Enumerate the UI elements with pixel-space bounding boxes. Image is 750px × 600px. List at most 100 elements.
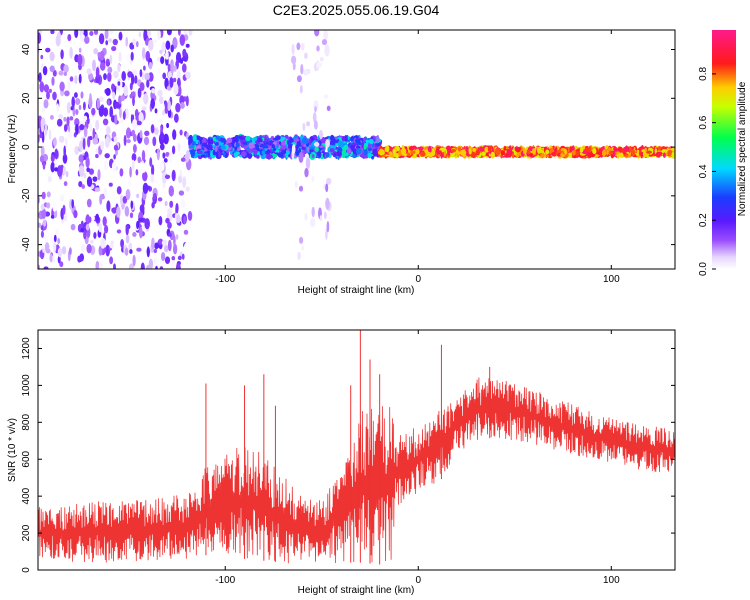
heatmap-cell (95, 260, 100, 269)
heatmap-cell (326, 177, 332, 185)
x-tick-label: 0 (415, 575, 421, 586)
heatmap-cell (206, 144, 212, 150)
heatmap-cell (38, 101, 42, 111)
heatmap-cell (172, 129, 177, 140)
heatmap-cell (180, 199, 186, 208)
heatmap-cell (178, 85, 182, 97)
heatmap-cell (82, 101, 86, 111)
heatmap-cell (38, 264, 41, 269)
heatmap-cell (151, 87, 156, 94)
heatmap-cell (141, 47, 146, 59)
heatmap-cell (153, 248, 158, 254)
heatmap-cell (149, 253, 154, 260)
heatmap-cell (155, 265, 158, 269)
spectrogram-panel: -100 0 100 -40 -20 0 20 40 Height of straight l… (7, 29, 676, 296)
heatmap-cell (43, 99, 49, 109)
heatmap-cell (313, 120, 318, 130)
colorbar-tick-label: 0.6 (698, 115, 709, 129)
heatmap-cell (66, 116, 70, 127)
heatmap-cell (85, 214, 90, 225)
heatmap-cell (168, 185, 175, 197)
heatmap-cell (309, 146, 314, 150)
heatmap-cell (119, 194, 124, 206)
heatmap-cell (51, 76, 55, 86)
heatmap-cell (515, 147, 521, 153)
heatmap-cell (96, 98, 101, 110)
heatmap-cell (44, 124, 48, 136)
heatmap-cell (77, 53, 83, 66)
heatmap-cell (181, 63, 187, 73)
heatmap-cell (304, 167, 309, 178)
heatmap-cell (277, 152, 284, 158)
heatmap-cell (63, 116, 67, 122)
heatmap-cell (122, 195, 128, 204)
heatmap-cell (50, 161, 55, 173)
heatmap-cell (41, 208, 47, 220)
heatmap-cell (136, 247, 142, 252)
heatmap-cell (190, 150, 196, 157)
heatmap-cell (95, 67, 100, 78)
heatmap-cell (42, 65, 48, 76)
heatmap-cell (415, 148, 420, 155)
heatmap-cell (210, 150, 213, 158)
heatmap-cell (173, 64, 177, 72)
colorbar-tick-label: 0.0 (698, 262, 709, 276)
heatmap-cell (67, 80, 71, 92)
chart-title: C2E3.2025.055.06.19.G04 (273, 2, 440, 18)
heatmap-cell (220, 139, 226, 143)
heatmap-cell (166, 30, 172, 36)
heatmap-cell (99, 62, 106, 71)
heatmap-cell (66, 101, 71, 114)
heatmap-cell (42, 248, 46, 253)
snr-frame (37, 329, 676, 571)
heatmap-cell (97, 169, 101, 181)
heatmap-cell (50, 236, 55, 246)
heatmap-cell (280, 144, 287, 150)
heatmap-cell (59, 81, 65, 92)
heatmap-cell (94, 187, 101, 192)
heatmap-cell (111, 46, 117, 52)
heatmap-cell (104, 136, 110, 149)
snr-line (38, 377, 675, 564)
heatmap-cell (104, 153, 110, 159)
heatmap-cell (159, 161, 165, 172)
heatmap-cell (38, 222, 42, 228)
heatmap-cell (143, 136, 150, 146)
heatmap-cell (380, 149, 385, 156)
heatmap-cell (165, 151, 170, 157)
heatmap-cell (148, 61, 153, 70)
y-tick-label: -40 (21, 237, 32, 252)
colorbar-ticks: 0.0 0.2 0.4 0.6 0.8 (698, 67, 716, 276)
heatmap-cell (69, 76, 74, 82)
heatmap-cell (78, 47, 82, 53)
heatmap-cell (106, 126, 111, 135)
heatmap-cell (100, 140, 105, 151)
heatmap-cell (631, 149, 636, 157)
heatmap-cell (95, 74, 100, 84)
heatmap-cell (159, 143, 165, 151)
heatmap-cell (551, 152, 556, 156)
heatmap-cell (388, 151, 393, 156)
heatmap-cell (311, 206, 315, 218)
heatmap-cell (121, 121, 125, 133)
heatmap-cell (56, 103, 60, 112)
heatmap-cell (79, 124, 85, 131)
heatmap-cell (323, 94, 329, 99)
heatmap-cell (78, 64, 82, 70)
heatmap-cell (253, 136, 258, 141)
heatmap-cell (92, 137, 99, 145)
heatmap-cell (176, 214, 181, 224)
heatmap-cell (111, 161, 117, 172)
heatmap-cell (392, 148, 396, 154)
heatmap-cell (57, 165, 63, 178)
heatmap-cell (171, 169, 176, 182)
heatmap-cell (114, 114, 118, 125)
heatmap-cell (167, 239, 172, 252)
heatmap-cell (132, 38, 136, 46)
heatmap-cell (195, 139, 199, 145)
heatmap-cell (323, 30, 329, 40)
heatmap-cell (83, 229, 87, 240)
heatmap-cell (135, 40, 139, 48)
heatmap-cells (38, 30, 675, 269)
heatmap-cell (256, 151, 261, 156)
